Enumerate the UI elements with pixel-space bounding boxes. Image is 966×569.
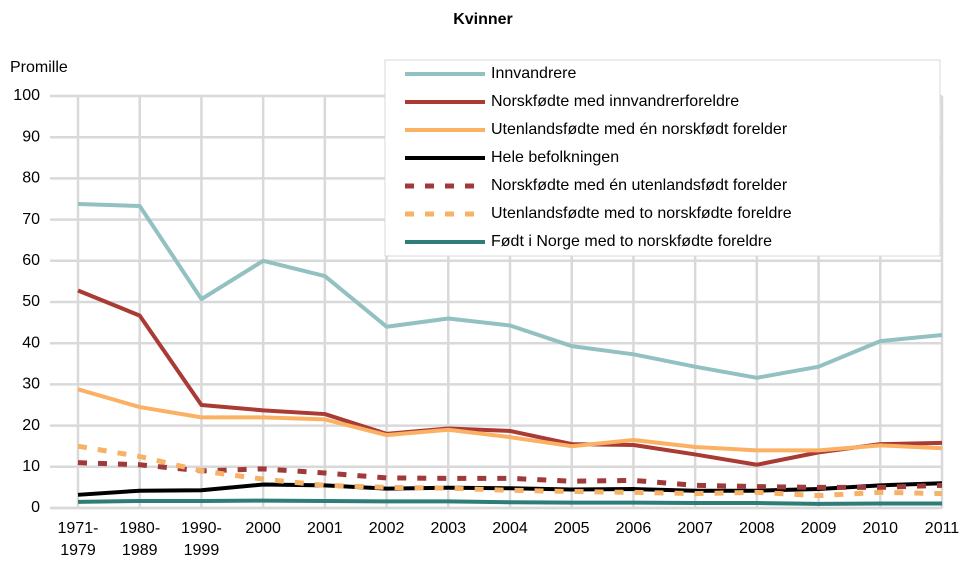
legend-label: Utenlandsfødte med to norskfødte foreldr…: [491, 205, 792, 222]
y-tick-label: 40: [22, 334, 40, 351]
y-tick-label: 90: [22, 128, 40, 145]
y-tick-label: 80: [22, 170, 40, 187]
x-tick-label: 2002: [368, 520, 405, 537]
x-tick-label: 2009: [800, 520, 837, 537]
series-line: [77, 387, 943, 453]
y-tick-label: 100: [13, 87, 40, 104]
y-tick-label: 50: [22, 293, 40, 310]
x-tick-label: 2011: [924, 520, 960, 537]
series-line: [77, 288, 943, 467]
x-tick-label: 2010: [862, 520, 899, 537]
y-tick-label: 20: [22, 417, 40, 434]
x-tick-label: 2004: [492, 520, 528, 537]
y-tick-label: 30: [22, 376, 40, 393]
series-line: [77, 460, 943, 490]
x-tick-label: 2003: [430, 520, 467, 537]
series-line: [77, 201, 943, 380]
x-tick-label: 2001: [307, 520, 343, 537]
legend: Innvandrere Norskfødte med innvandrerfore…: [384, 59, 941, 257]
series-line: [77, 443, 943, 499]
x-tick-label: 2008: [739, 520, 775, 537]
y-tick-label: 70: [22, 211, 40, 228]
y-tick-label: 10: [22, 458, 40, 475]
legend-label: Norskfødte med innvandrerforeldre: [491, 93, 739, 110]
legend-label: Født i Norge med to norskfødte foreldre: [491, 233, 772, 250]
legend-label: Hele befolkningen: [491, 149, 619, 166]
y-tick-label: 0: [31, 499, 40, 516]
x-tick-label: 2006: [615, 520, 652, 537]
x-tick-label: 2005: [553, 520, 590, 537]
x-tick-label: 2007: [677, 520, 713, 537]
y-tick-label: 60: [22, 252, 40, 269]
legend-label: Innvandrere: [491, 65, 576, 82]
x-tick-label: 1990-1999: [180, 520, 222, 559]
series-line: [77, 498, 942, 506]
chart-title: Kvinner: [453, 11, 513, 28]
x-tick-label: 1971-1979: [57, 520, 99, 559]
x-tick-label: 1980-1989: [119, 520, 161, 559]
legend-label: Norskfødte med én utenlandsfødt forelder: [491, 177, 788, 194]
legend-label: Utenlandsfødte med én norskfødt forelder: [491, 121, 788, 138]
y-axis-label: Promille: [10, 59, 68, 76]
x-tick-label: 2000: [245, 520, 281, 537]
